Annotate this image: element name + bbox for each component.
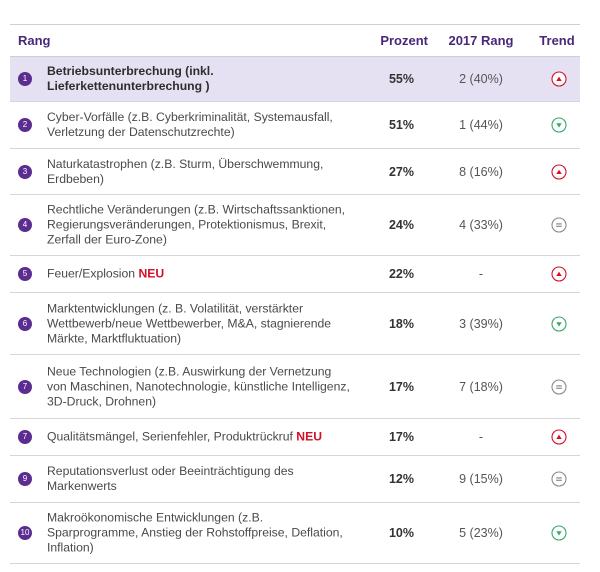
risk-description: Reputationsverlust oder Beeinträchtigung… [47, 464, 294, 493]
header-percent: Prozent [380, 33, 428, 48]
rank-2017-value: 3 (39%) [459, 316, 503, 331]
header-rank: Rang [18, 33, 51, 48]
percent-value: 27% [388, 164, 414, 179]
rank-badge: 7 [18, 430, 32, 444]
percent-value: 51% [388, 118, 414, 132]
percent-value: 18% [388, 316, 414, 331]
rank-badge: 7 [18, 379, 32, 394]
equal-icon [551, 471, 567, 487]
down-arrow-icon [551, 525, 567, 541]
up-arrow-icon [551, 71, 567, 87]
down-arrow-icon [551, 315, 567, 332]
table-row: 1 Betriebsunterbrechung (inkl. Lieferket… [10, 57, 580, 102]
percent-value: 17% [388, 430, 414, 444]
table-row: 2 Cyber-Vorfälle (z.B. Cyberkriminalität… [10, 102, 580, 149]
percent-value: 12% [388, 472, 414, 486]
rank-2017-value: 1 (44%) [459, 118, 503, 132]
percent-value: 55% [388, 72, 414, 86]
risk-description: Marktentwicklungen (z. B. Volatilität, v… [47, 301, 332, 345]
rank-2017-value: 8 (16%) [459, 164, 503, 179]
rank-2017-value: - [478, 267, 484, 281]
rank-2017-value: 9 (15%) [459, 472, 503, 486]
equal-icon [551, 378, 567, 395]
rank-badge: 9 [18, 472, 32, 486]
rank-badge: 2 [18, 118, 32, 132]
table-row: 5 Feuer/Explosion NEU 22% - [10, 256, 580, 293]
table-row: 6 Marktentwicklungen (z. B. Volatilität,… [10, 293, 580, 355]
risk-description: Feuer/Explosion NEU [47, 266, 165, 281]
rank-badge: 4 [18, 218, 32, 232]
table-row: 9 Reputationsverlust oder Beeinträchtigu… [10, 456, 580, 503]
rank-2017-value: 2 (40%) [459, 72, 503, 86]
risk-description: Betriebsunterbrechung (inkl. Lieferkette… [47, 64, 214, 93]
percent-value: 22% [388, 267, 414, 281]
risk-description: Qualitätsmängel, Serienfehler, Produktrü… [47, 429, 323, 444]
risk-description: Rechtliche Veränderungen (z.B. Wirtschaf… [47, 202, 346, 247]
table-row: 4 Rechtliche Veränderungen (z.B. Wirtsch… [10, 195, 580, 256]
equal-icon [551, 217, 567, 233]
rank-2017-value: - [478, 430, 484, 444]
new-badge: NEU [296, 429, 323, 444]
rank-badge: 10 [18, 526, 32, 540]
table-row: 7 Neue Technologien (z.B. Auswirkung der… [10, 355, 580, 419]
rank-badge: 1 [18, 72, 32, 86]
up-arrow-icon [551, 163, 567, 180]
table-header: Rang Prozent 2017 Rang Trend [10, 24, 580, 57]
new-badge: NEU [138, 266, 165, 281]
rank-2017-value: 4 (33%) [459, 218, 503, 232]
percent-value: 24% [388, 218, 414, 232]
table-row: 7 Qualitätsmängel, Serienfehler, Produkt… [10, 419, 580, 456]
down-arrow-icon [551, 117, 567, 133]
risk-description: Neue Technologien (z.B. Auswirkung der V… [47, 364, 350, 408]
percent-value: 10% [388, 526, 414, 540]
risk-description: Naturkatastrophen (z.B. Sturm, Überschwe… [47, 156, 324, 186]
header-rank-2017: 2017 Rang [448, 33, 514, 48]
up-arrow-icon [551, 429, 567, 445]
header-trend: Trend [539, 33, 575, 48]
risk-ranking-table: Rang Prozent 2017 Rang Trend 1 Betriebsu… [10, 24, 580, 564]
table-row: 3 Naturkatastrophen (z.B. Sturm, Übersch… [10, 149, 580, 195]
percent-value: 17% [388, 379, 414, 394]
risk-description: Makroökonomische Entwicklungen (z.B. Spa… [47, 510, 343, 555]
up-arrow-icon [551, 266, 567, 282]
rank-badge: 3 [18, 164, 32, 179]
table-row: 10 Makroökonomische Entwicklungen (z.B. … [10, 503, 580, 564]
rank-2017-value: 7 (18%) [459, 379, 503, 394]
rank-2017-value: 5 (23%) [459, 526, 503, 540]
rank-badge: 5 [18, 267, 32, 281]
rank-badge: 6 [18, 316, 32, 331]
risk-description: Cyber-Vorfälle (z.B. Cyberkriminalität, … [47, 110, 333, 139]
